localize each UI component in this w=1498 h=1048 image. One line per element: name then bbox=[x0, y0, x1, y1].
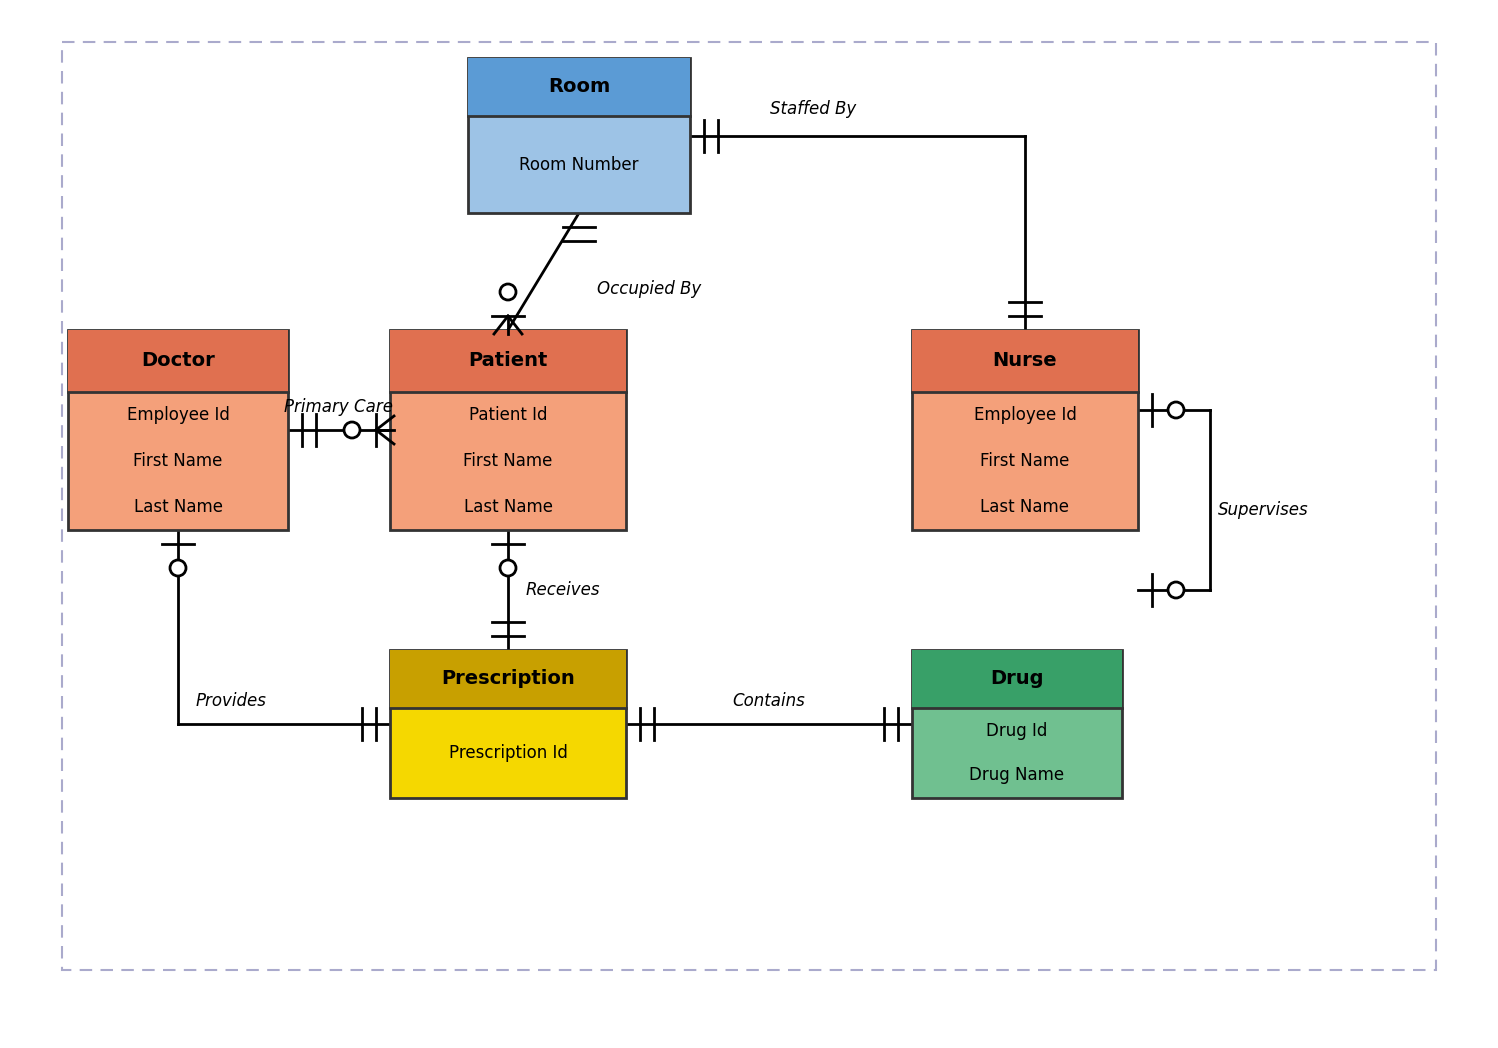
Text: Contains: Contains bbox=[733, 692, 806, 709]
Text: Patient: Patient bbox=[469, 351, 548, 371]
Circle shape bbox=[500, 560, 515, 576]
Text: Receives: Receives bbox=[526, 581, 601, 599]
Bar bbox=[61, 42, 1437, 970]
Bar bbox=[67, 330, 288, 392]
Bar bbox=[467, 58, 691, 116]
Text: First Name: First Name bbox=[980, 452, 1070, 470]
Text: Supervises: Supervises bbox=[1218, 501, 1309, 519]
Circle shape bbox=[500, 284, 515, 300]
Text: Last Name: Last Name bbox=[133, 498, 223, 516]
Bar bbox=[389, 650, 626, 708]
Bar bbox=[912, 330, 1138, 392]
Bar bbox=[389, 330, 626, 530]
Text: Drug Id: Drug Id bbox=[986, 721, 1047, 740]
Text: Nurse: Nurse bbox=[993, 351, 1058, 371]
Text: Employee Id: Employee Id bbox=[974, 406, 1077, 424]
Circle shape bbox=[1168, 582, 1183, 598]
Text: Doctor: Doctor bbox=[141, 351, 214, 371]
Text: Occupied By: Occupied By bbox=[598, 280, 701, 298]
Text: Employee Id: Employee Id bbox=[126, 406, 229, 424]
Text: Staffed By: Staffed By bbox=[770, 100, 857, 117]
Bar bbox=[389, 650, 626, 798]
Text: Prescription: Prescription bbox=[440, 670, 575, 689]
Bar bbox=[389, 330, 626, 392]
Text: Room Number: Room Number bbox=[520, 155, 638, 174]
Text: First Name: First Name bbox=[133, 452, 223, 470]
Text: Patient Id: Patient Id bbox=[469, 406, 547, 424]
Text: Room: Room bbox=[548, 78, 610, 96]
Text: Prescription Id: Prescription Id bbox=[448, 744, 568, 762]
Circle shape bbox=[1168, 402, 1183, 418]
Bar bbox=[467, 58, 691, 213]
Bar bbox=[912, 650, 1122, 708]
Text: Last Name: Last Name bbox=[463, 498, 553, 516]
Text: Primary Care: Primary Care bbox=[285, 398, 394, 416]
Text: Drug Name: Drug Name bbox=[969, 766, 1065, 785]
Bar bbox=[67, 330, 288, 530]
Circle shape bbox=[345, 422, 360, 438]
Bar bbox=[912, 650, 1122, 798]
Text: Drug: Drug bbox=[990, 670, 1044, 689]
Text: Provides: Provides bbox=[196, 692, 267, 709]
Text: First Name: First Name bbox=[463, 452, 553, 470]
Text: Last Name: Last Name bbox=[981, 498, 1070, 516]
Circle shape bbox=[169, 560, 186, 576]
Bar bbox=[912, 330, 1138, 530]
